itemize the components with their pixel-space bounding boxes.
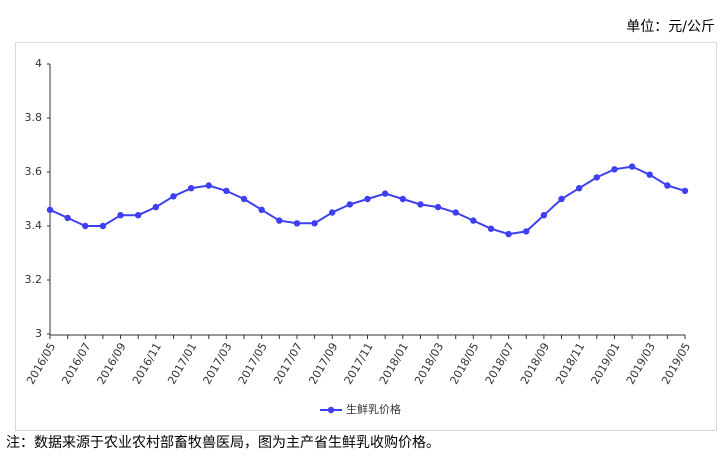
data-point xyxy=(575,185,583,192)
data-point xyxy=(329,209,336,216)
chart-frame xyxy=(15,42,717,431)
data-point xyxy=(487,225,495,232)
legend-marker xyxy=(327,406,335,414)
y-tick-label: 3.6 xyxy=(25,165,43,178)
data-point xyxy=(593,174,601,181)
x-tick-label: 2019/05 xyxy=(659,341,693,387)
x-tick-label: 2017/11 xyxy=(342,341,376,387)
y-tick-label: 4 xyxy=(35,57,42,70)
x-tick-label: 2016/09 xyxy=(95,341,129,387)
data-point xyxy=(293,220,301,227)
data-point xyxy=(276,217,283,224)
x-tick-label: 2017/01 xyxy=(165,341,199,387)
data-point xyxy=(346,201,354,208)
data-point xyxy=(99,222,107,230)
x-tick-label: 2017/07 xyxy=(271,341,305,387)
footnote: 注：数据来源于农业农村部畜牧兽医局，图为主产省生鲜乳收购价格。 xyxy=(6,435,440,451)
data-point xyxy=(558,195,565,203)
data-point xyxy=(117,212,124,219)
data-point xyxy=(205,182,212,189)
y-tick-label: 3.2 xyxy=(25,273,43,286)
data-point xyxy=(258,206,265,213)
x-tick-label: 2018/05 xyxy=(447,341,481,387)
data-point xyxy=(46,206,54,213)
x-tick-label: 2018/01 xyxy=(377,341,411,387)
x-tick-label: 2016/07 xyxy=(59,341,93,387)
y-tick-label: 3 xyxy=(35,327,42,340)
data-point xyxy=(152,203,160,211)
data-point xyxy=(187,185,195,192)
data-point xyxy=(628,163,636,170)
data-point xyxy=(434,203,442,211)
unit-label: 单位：元/公斤 xyxy=(626,19,715,35)
data-point xyxy=(664,182,671,189)
data-point xyxy=(64,214,71,222)
data-point xyxy=(399,195,406,203)
data-point xyxy=(381,190,389,197)
data-point xyxy=(240,195,248,203)
x-tick-label: 2016/05 xyxy=(24,341,58,387)
data-point xyxy=(540,212,548,219)
data-point xyxy=(223,187,230,195)
x-tick-label: 2018/09 xyxy=(518,341,552,387)
data-point xyxy=(681,187,689,195)
data-point xyxy=(311,220,318,227)
data-point xyxy=(364,195,371,203)
x-tick-label: 2019/01 xyxy=(589,341,623,387)
x-tick-label: 2016/11 xyxy=(130,341,164,387)
data-point xyxy=(417,201,424,208)
data-point xyxy=(470,217,477,224)
data-point xyxy=(505,230,512,238)
x-tick-label: 2018/07 xyxy=(483,340,517,386)
data-point xyxy=(452,209,459,216)
data-point xyxy=(170,193,177,200)
y-tick-label: 3.4 xyxy=(25,219,43,232)
x-tick-label: 2018/11 xyxy=(553,341,587,387)
y-tick-label: 3.8 xyxy=(25,111,43,124)
legend-label: 生鲜乳价格 xyxy=(346,402,401,416)
data-point xyxy=(523,228,530,235)
data-point xyxy=(134,212,142,219)
x-tick-label: 2017/03 xyxy=(200,341,234,387)
x-tick-label: 2018/03 xyxy=(412,341,446,387)
data-point xyxy=(611,166,618,173)
x-tick-label: 2019/03 xyxy=(624,341,658,387)
x-tick-label: 2017/09 xyxy=(306,341,340,387)
data-point xyxy=(82,222,89,230)
x-tick-label: 2017/05 xyxy=(236,341,270,387)
data-point xyxy=(646,171,653,178)
